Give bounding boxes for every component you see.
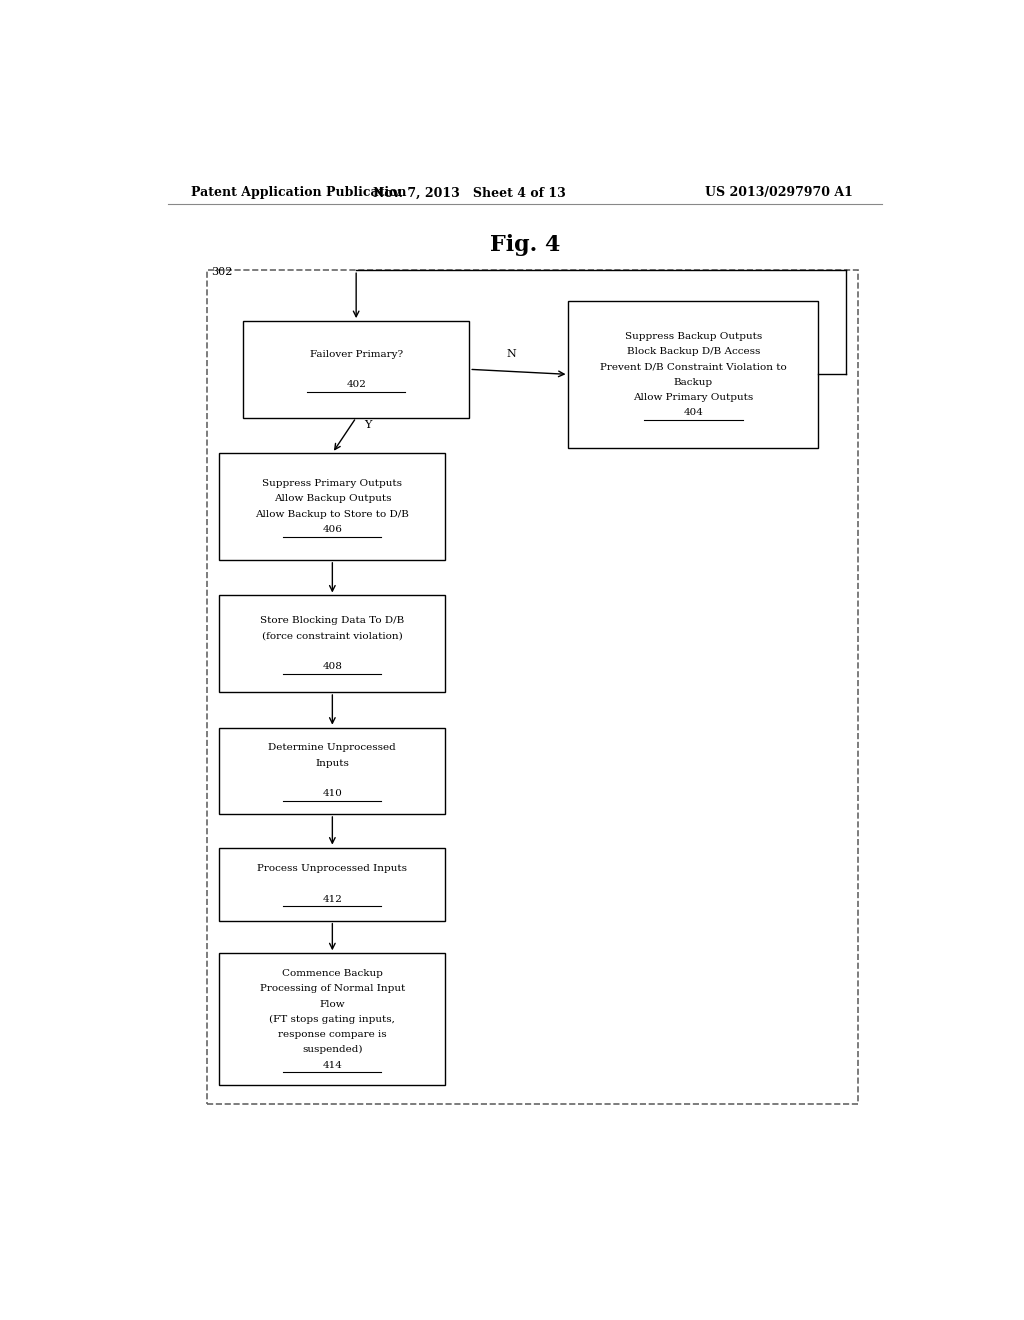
Text: Allow Backup Outputs: Allow Backup Outputs [273, 495, 391, 503]
Text: 414: 414 [323, 1060, 342, 1069]
Text: (force constraint violation): (force constraint violation) [262, 631, 402, 640]
Text: Fig. 4: Fig. 4 [489, 234, 560, 256]
Text: Patent Application Publication: Patent Application Publication [191, 186, 407, 199]
Text: US 2013/0297970 A1: US 2013/0297970 A1 [705, 186, 853, 199]
Text: Process Unprocessed Inputs: Process Unprocessed Inputs [257, 865, 408, 874]
Text: suspended): suspended) [302, 1045, 362, 1055]
Bar [207, 271, 858, 1104]
Text: Failover Primary?: Failover Primary? [309, 350, 402, 359]
Text: Suppress Primary Outputs: Suppress Primary Outputs [262, 479, 402, 488]
Text: 406: 406 [323, 525, 342, 533]
Text: 410: 410 [323, 789, 342, 799]
Bar [219, 453, 445, 560]
Text: Processing of Normal Input: Processing of Normal Input [260, 985, 404, 993]
Text: N: N [506, 348, 516, 359]
Text: Suppress Backup Outputs: Suppress Backup Outputs [625, 331, 762, 341]
Text: (FT stops gating inputs,: (FT stops gating inputs, [269, 1015, 395, 1024]
Text: 404: 404 [683, 408, 703, 417]
Text: Inputs: Inputs [315, 759, 349, 768]
Text: 302: 302 [211, 267, 232, 277]
Bar [219, 953, 445, 1085]
Bar [568, 301, 818, 447]
Text: Commence Backup: Commence Backup [282, 969, 383, 978]
Bar [219, 847, 445, 921]
Text: Prevent D/B Constraint Violation to: Prevent D/B Constraint Violation to [600, 362, 786, 371]
Bar [219, 595, 445, 692]
Text: 408: 408 [323, 663, 342, 671]
Text: 402: 402 [346, 380, 367, 389]
Text: Allow Backup to Store to D/B: Allow Backup to Store to D/B [255, 510, 410, 519]
Text: Determine Unprocessed: Determine Unprocessed [268, 743, 396, 752]
Text: response compare is: response compare is [279, 1030, 387, 1039]
Bar [243, 321, 469, 417]
Bar [219, 727, 445, 814]
Text: Y: Y [365, 420, 372, 430]
Text: Nov. 7, 2013   Sheet 4 of 13: Nov. 7, 2013 Sheet 4 of 13 [373, 186, 565, 199]
Text: Allow Primary Outputs: Allow Primary Outputs [633, 393, 754, 401]
Text: Block Backup D/B Access: Block Backup D/B Access [627, 347, 760, 356]
Text: Flow: Flow [319, 999, 345, 1008]
Text: Backup: Backup [674, 378, 713, 387]
Text: Store Blocking Data To D/B: Store Blocking Data To D/B [260, 616, 404, 626]
Text: 412: 412 [323, 895, 342, 904]
